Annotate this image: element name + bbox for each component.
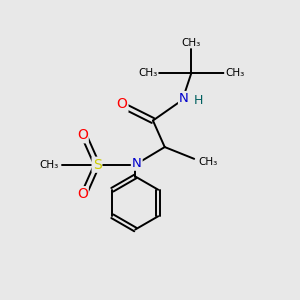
Text: O: O bbox=[77, 128, 88, 142]
Text: O: O bbox=[77, 187, 88, 201]
Text: CH₃: CH₃ bbox=[225, 68, 244, 78]
Text: N: N bbox=[132, 157, 142, 170]
Text: CH₃: CH₃ bbox=[138, 68, 158, 78]
Text: O: O bbox=[117, 98, 128, 111]
Text: H: H bbox=[194, 94, 203, 107]
Text: S: S bbox=[93, 158, 101, 172]
Text: N: N bbox=[179, 92, 189, 105]
Text: CH₃: CH₃ bbox=[199, 157, 218, 167]
Text: CH₃: CH₃ bbox=[182, 38, 201, 47]
Text: CH₃: CH₃ bbox=[40, 160, 59, 170]
